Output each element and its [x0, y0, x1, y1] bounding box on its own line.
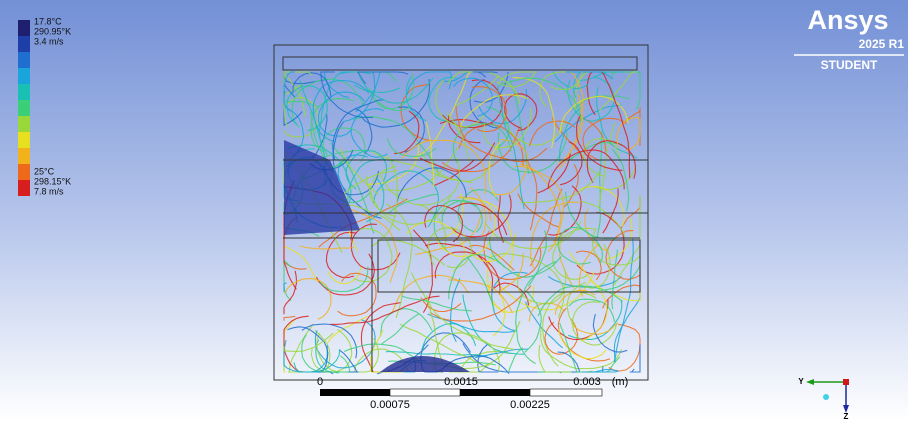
- legend-label: 7.8 m/s: [34, 186, 64, 196]
- legend-label: 17.8°C: [34, 16, 62, 26]
- triad-origin: [843, 379, 849, 385]
- triad-marker: [823, 394, 829, 400]
- scale-label: 0.0015: [444, 376, 478, 388]
- legend-band: [18, 148, 30, 164]
- scale-unit: (m): [612, 376, 629, 388]
- viewport: 17.8°C 290.95°K 3.4 m/s 25°C 298.15°K 7.…: [0, 0, 908, 421]
- scale-segment: [530, 389, 602, 396]
- legend-band: [18, 164, 30, 180]
- scale-segment: [460, 389, 530, 396]
- legend-band: [18, 20, 30, 36]
- legend-label: 25°C: [34, 166, 55, 176]
- scale-label: 0: [317, 376, 323, 388]
- scale-segment: [390, 389, 460, 396]
- scale-bar: [320, 389, 602, 396]
- legend-band: [18, 132, 30, 148]
- scale-label: 0.00225: [510, 399, 550, 411]
- legend-label: 298.15°K: [34, 176, 71, 186]
- legend-band: [18, 100, 30, 116]
- scale-label: 0.00075: [370, 399, 410, 411]
- logo-version: 2025 R1: [859, 37, 905, 51]
- legend-band: [18, 84, 30, 100]
- legend-label: 290.95°K: [34, 26, 71, 36]
- legend-label: 3.4 m/s: [34, 36, 64, 46]
- scale-label: 0.003: [573, 376, 601, 388]
- color-legend: [18, 20, 30, 196]
- scale-segment: [320, 389, 390, 396]
- triad-label: Z: [844, 412, 849, 421]
- legend-band: [18, 36, 30, 52]
- triad-label: Y: [798, 377, 804, 386]
- logo-edition: STUDENT: [821, 58, 878, 72]
- logo-name: Ansys: [807, 5, 888, 35]
- legend-band: [18, 68, 30, 84]
- legend-band: [18, 52, 30, 68]
- legend-band: [18, 180, 30, 196]
- legend-band: [18, 116, 30, 132]
